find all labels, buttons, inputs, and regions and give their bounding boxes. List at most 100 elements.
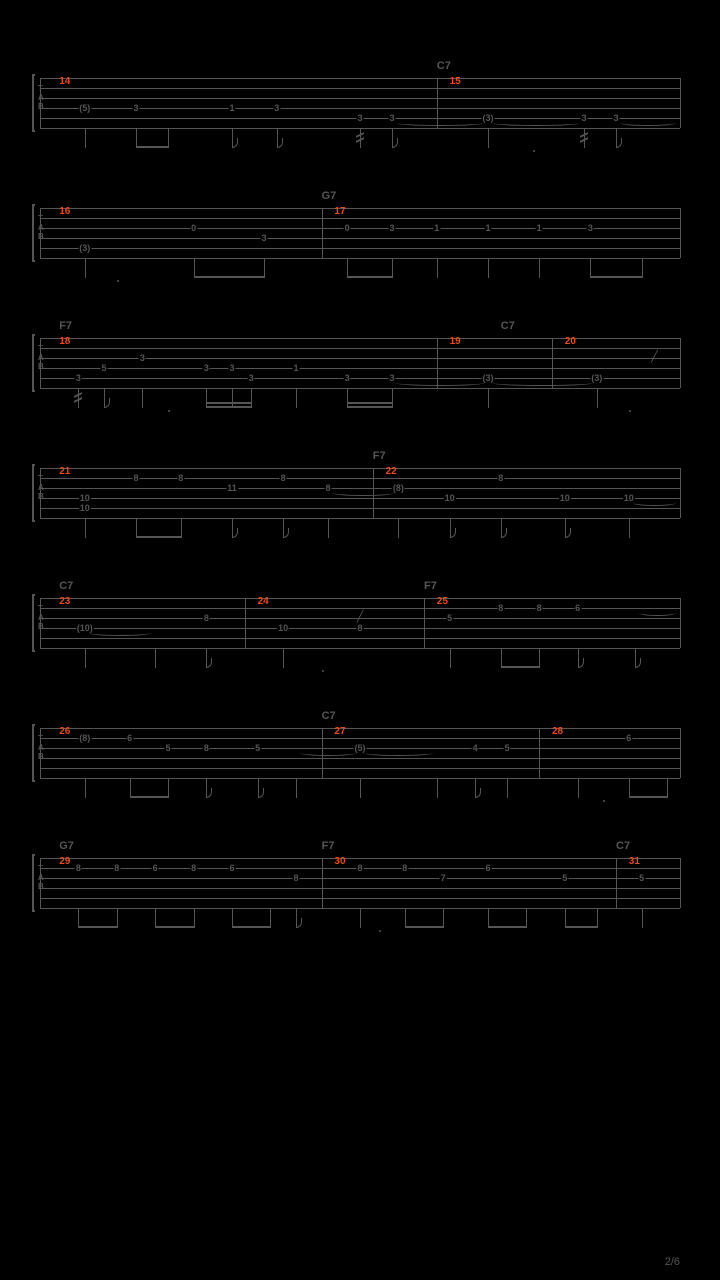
- note-stem: [264, 258, 265, 278]
- string-line: [40, 378, 680, 379]
- note-stem: [590, 258, 591, 278]
- measure-number: 22: [386, 466, 397, 477]
- measure-number: 27: [334, 726, 345, 737]
- beam: [590, 276, 642, 278]
- string-line: [40, 488, 680, 489]
- fret-number: 8: [75, 863, 82, 873]
- fret-number: 6: [152, 863, 159, 873]
- barline: [40, 728, 41, 778]
- barline: [539, 728, 540, 778]
- note-flag: [232, 138, 238, 148]
- fret-number: 1: [484, 223, 491, 233]
- chord-label: F7: [424, 580, 437, 592]
- fret-number: 8: [78, 733, 91, 743]
- fret-number: 6: [625, 733, 632, 743]
- tab-system: C7F7TAB23242510810╱85886: [40, 580, 680, 648]
- barline: [680, 208, 681, 258]
- tab-system: F7TAB2122101088118881081010: [40, 450, 680, 518]
- string-line: [40, 88, 680, 89]
- system-bracket: [32, 594, 35, 652]
- chord-label: C7: [501, 320, 515, 332]
- beam: [405, 926, 444, 928]
- chord-label: G7: [322, 190, 337, 202]
- measure-number: 31: [629, 856, 640, 867]
- tremolo-mark: [356, 132, 364, 144]
- rhythm-dot: [168, 410, 170, 412]
- note-stem: [488, 908, 489, 928]
- fret-number: 6: [574, 603, 581, 613]
- beam: [136, 146, 169, 148]
- chord-row: C7: [40, 710, 680, 728]
- tab-staff: TAB23242510810╱85886: [40, 598, 680, 648]
- note-flag: [296, 918, 302, 928]
- note-stem: [450, 648, 451, 668]
- string-line: [40, 238, 680, 239]
- fret-number: 5: [638, 873, 645, 883]
- note-stem: [347, 388, 348, 408]
- chord-row: G7: [40, 190, 680, 208]
- note-flag: [104, 398, 110, 408]
- note-stem: [488, 258, 489, 278]
- fret-number: 1: [433, 223, 440, 233]
- note-flag: [450, 528, 456, 538]
- barline: [40, 78, 41, 128]
- tremolo-mark: [580, 132, 588, 144]
- measure-number: 30: [334, 856, 345, 867]
- fret-number: 8: [177, 473, 184, 483]
- system-bracket: [32, 464, 35, 522]
- note-stem: [526, 908, 527, 928]
- string-line: [40, 648, 680, 649]
- note-stem: [142, 388, 143, 408]
- note-stem: [130, 778, 131, 798]
- beam: [206, 406, 252, 408]
- measure-number: 16: [59, 206, 70, 217]
- beam: [232, 926, 271, 928]
- tie: [364, 750, 433, 756]
- fret-number: 8: [280, 473, 287, 483]
- note-stem: [296, 778, 297, 798]
- tie: [300, 750, 356, 756]
- note-stem: [270, 908, 271, 928]
- note-flag: [206, 658, 212, 668]
- note-stem: [232, 908, 233, 928]
- note-flag: [206, 788, 212, 798]
- note-flag: [565, 528, 571, 538]
- barline: [40, 208, 41, 258]
- measure-number: 26: [59, 726, 70, 737]
- page-number: 2/6: [665, 1256, 680, 1268]
- slash-note: ╱: [651, 350, 658, 363]
- chord-label: C7: [59, 580, 73, 592]
- tie: [492, 380, 593, 386]
- beam: [347, 406, 393, 408]
- string-line: [40, 728, 680, 729]
- fret-number: 10: [444, 493, 456, 503]
- note-stem: [85, 648, 86, 668]
- system-bracket: [32, 204, 35, 262]
- note-stem: [296, 388, 297, 408]
- fret-number: 3: [228, 363, 235, 373]
- tab-staff: TAB1617303031113: [40, 208, 680, 258]
- tie: [492, 120, 580, 126]
- tab-system: G7TAB1617303031113: [40, 190, 680, 258]
- rhythm-dot: [322, 670, 324, 672]
- tab-page: C7TAB1415531333333G7TAB1617303031113F7C7…: [40, 60, 680, 1250]
- beam: [130, 796, 169, 798]
- chord-row: F7: [40, 450, 680, 468]
- tie: [639, 610, 676, 616]
- fret-number: 8: [497, 603, 504, 613]
- fret-number: 5: [254, 743, 261, 753]
- note-flag: [635, 658, 641, 668]
- chord-label: F7: [373, 450, 386, 462]
- beam: [136, 536, 182, 538]
- fret-number: 3: [248, 373, 255, 383]
- chord-label: C7: [437, 60, 451, 72]
- note-flag: [232, 528, 238, 538]
- fret-number: 5: [561, 873, 568, 883]
- fret-number: 8: [401, 863, 408, 873]
- note-stem: [392, 258, 393, 278]
- string-line: [40, 468, 680, 469]
- string-line: [40, 638, 680, 639]
- note-stem: [629, 518, 630, 538]
- fret-number: 0: [344, 223, 351, 233]
- note-stem: [597, 388, 598, 408]
